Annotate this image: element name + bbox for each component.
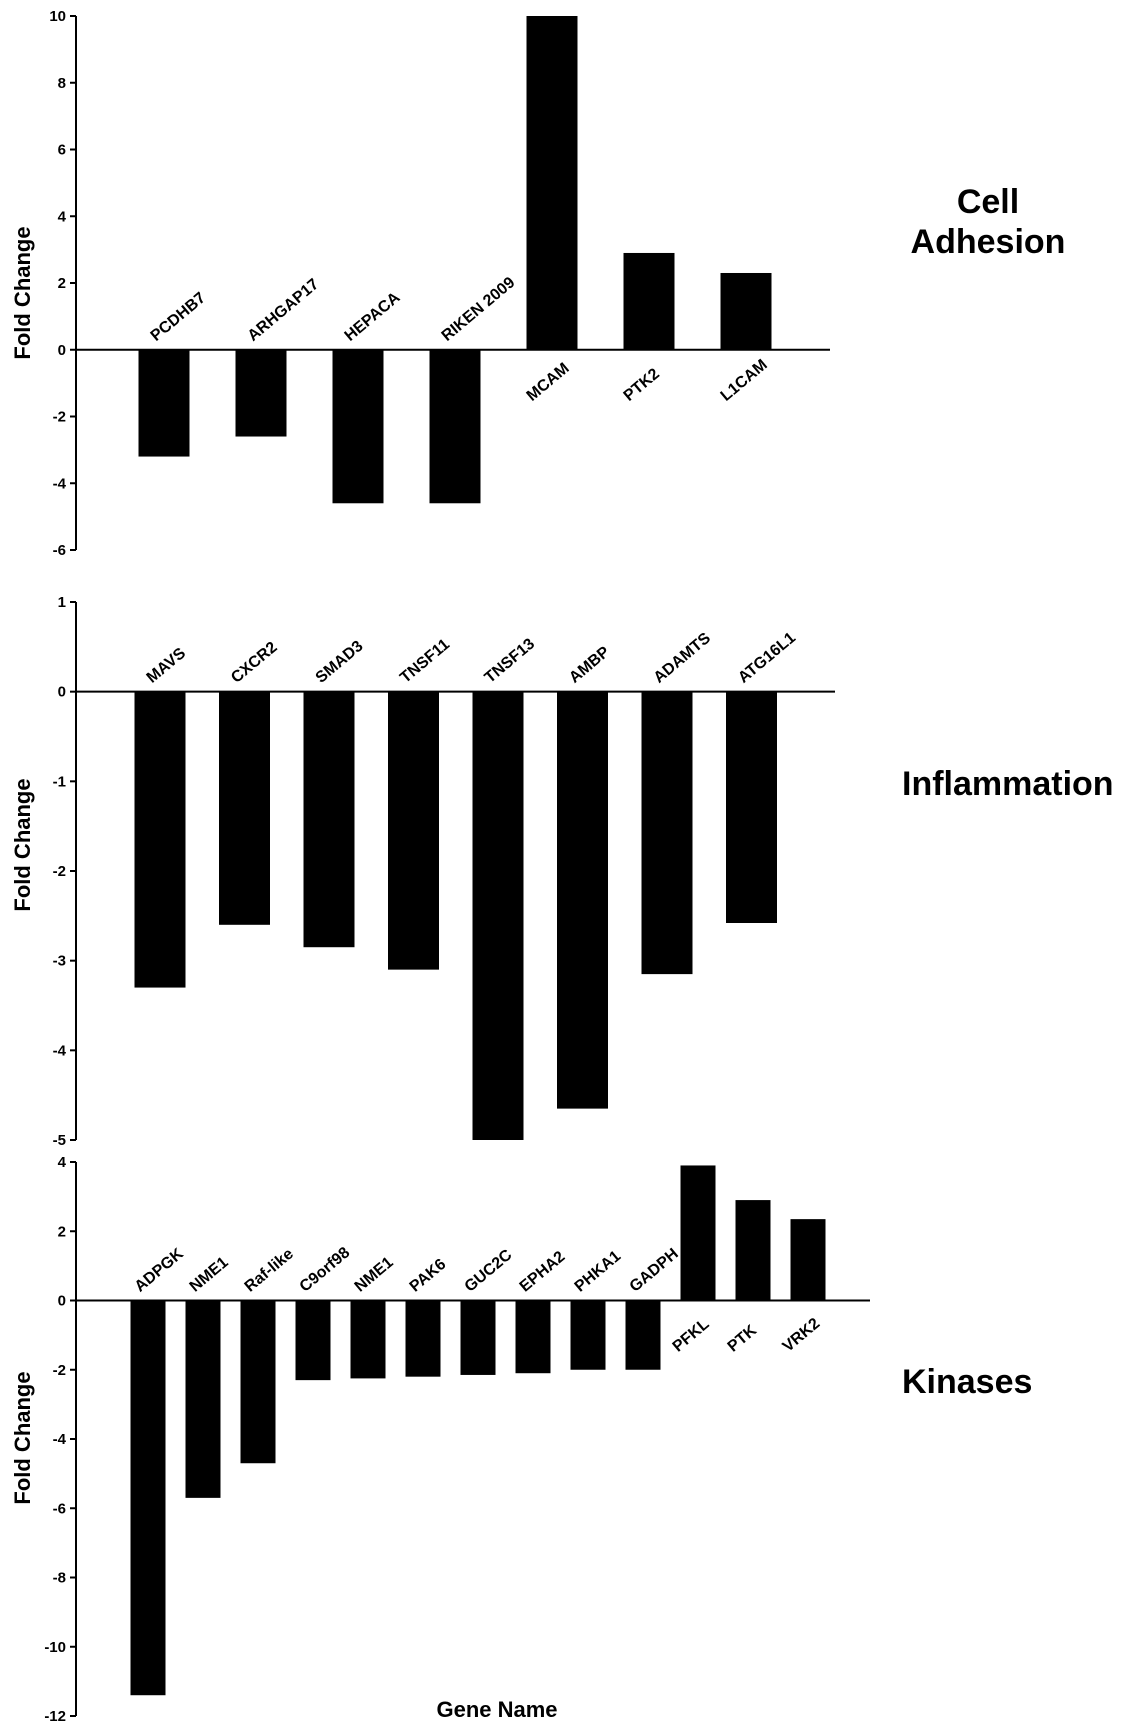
cell-adhesion-panel: -6 -4 -2 0 2 4 6 8 10 PCDHB7 ARHGAP17 HEPACA RIKEN 2… [10, 8, 1065, 559]
bar-ptk [735, 1200, 771, 1301]
bar-pak6 [405, 1300, 441, 1377]
y-tick-label: 8 [58, 75, 66, 92]
y-tick-label: -6 [53, 1500, 66, 1517]
bar-pfkl [680, 1165, 716, 1301]
y-tick-label: 2 [58, 275, 66, 292]
y-tick-label: -10 [44, 1639, 66, 1656]
bar-guc2c [460, 1300, 496, 1375]
bar-tnsf13 [472, 691, 524, 1140]
bar-nme1-b [350, 1300, 386, 1379]
bar-mcam [526, 16, 578, 350]
category-label-mavs: MAVS [144, 645, 190, 687]
bar-gadph [625, 1300, 661, 1370]
category-label-pfkl: PFKL [670, 1316, 713, 1356]
category-label-tnsf11: TNSF11 [397, 636, 453, 687]
y-tick-label: 1 [58, 594, 66, 611]
x-axis-label: Gene Name [436, 1697, 557, 1722]
inflammation-panel: -5 -4 -3 -2 -1 0 1 MAVS CXCR2 SMAD3 TNSF11 TNSF13 AM… [10, 594, 1114, 1149]
y-tick-label: 4 [58, 208, 67, 225]
category-label-ptk2: PTK2 [621, 365, 663, 404]
category-label-phka1: PHKA1 [572, 1248, 625, 1296]
category-label-vrk2: VRK2 [780, 1315, 824, 1356]
category-label-arhgap17: ARHGAP17 [245, 276, 323, 345]
y-tick-label: -12 [44, 1708, 66, 1725]
y-tick-label: 0 [58, 1293, 66, 1310]
y-tick-label: -5 [53, 1132, 66, 1149]
y-axis-label: Fold Change [10, 226, 35, 359]
category-label-ambp: AMBP [566, 643, 613, 687]
bar-tnsf11 [388, 691, 439, 970]
bar-l1cam [720, 272, 772, 350]
y-tick-label: -2 [53, 409, 66, 426]
category-label-mcam: MCAM [524, 360, 573, 405]
category-label-gadph: GADPH [627, 1245, 682, 1295]
category-label-c9orf98: C9orf98 [297, 1244, 354, 1295]
category-label-ptk: PTK [725, 1322, 761, 1356]
category-label-tnsf13: TNSF13 [482, 635, 539, 686]
category-label-adpgk: ADPGK [132, 1245, 188, 1295]
category-label-riken-2009: RIKEN 2009 [439, 274, 519, 345]
panel-title-line: Cell [957, 183, 1019, 221]
bar-riken-2009 [429, 349, 481, 504]
y-tick-label: -6 [53, 542, 66, 559]
panel-title-line: Inflammation [902, 765, 1114, 803]
panel-title-line: Kinases [902, 1363, 1032, 1401]
category-label-guc2c: GUC2C [462, 1246, 516, 1295]
bar-mavs [134, 691, 186, 988]
category-label-atg16l1: ATG16L1 [735, 629, 799, 686]
category-label-smad3: SMAD3 [313, 638, 367, 687]
category-label-l1cam: L1CAM [718, 356, 771, 404]
bar-ptk2 [623, 252, 675, 350]
y-tick-label: -3 [53, 953, 66, 970]
category-label-cxcr2: CXCR2 [228, 639, 281, 687]
category-label-raf-like: Raf-like [242, 1245, 297, 1295]
bar-raf-like [240, 1300, 276, 1464]
category-label-pak6: PAK6 [407, 1256, 450, 1296]
y-tick-label: 6 [58, 142, 66, 159]
y-tick-label: -4 [53, 475, 67, 492]
bar-smad3 [303, 691, 355, 948]
category-label-epha2: EPHA2 [517, 1248, 569, 1295]
panel-title-line: Adhesion [911, 223, 1066, 261]
category-label-nme1-a: NME1 [187, 1254, 232, 1296]
y-tick-label: -8 [53, 1570, 66, 1587]
y-tick-label: -1 [53, 773, 66, 790]
bar-adamts [641, 691, 693, 975]
bar-nme1-a [185, 1300, 221, 1498]
bar-cxcr2 [219, 691, 270, 925]
y-tick-label: -2 [53, 1362, 66, 1379]
bar-hepaca [332, 349, 384, 504]
y-tick-label: 0 [58, 342, 66, 359]
bar-ambp [557, 691, 608, 1109]
bar-arhgap17 [235, 349, 287, 437]
bar-atg16l1 [726, 691, 777, 924]
y-tick-label: 4 [58, 1154, 67, 1171]
y-tick-label: 10 [49, 8, 66, 25]
bar-phka1 [570, 1300, 606, 1370]
bar-adpgk [130, 1300, 166, 1696]
category-label-pcdhb7: PCDHB7 [148, 289, 209, 344]
category-label-hepaca: HEPACA [342, 289, 404, 345]
category-label-nme1-b: NME1 [352, 1254, 397, 1296]
bar-epha2 [515, 1300, 551, 1374]
category-label-adamts: ADAMTS [651, 630, 715, 687]
y-tick-label: 2 [58, 1223, 66, 1240]
bar-c9orf98 [295, 1300, 331, 1381]
bar-pcdhb7 [138, 349, 190, 457]
y-tick-label: -4 [53, 1431, 67, 1448]
y-tick-label: 0 [58, 684, 66, 701]
y-tick-label: -4 [53, 1042, 67, 1059]
bar-vrk2 [790, 1219, 826, 1301]
y-axis-label: Fold Change [10, 1371, 35, 1504]
y-axis-label: Fold Change [10, 778, 35, 911]
y-tick-label: -2 [53, 863, 66, 880]
